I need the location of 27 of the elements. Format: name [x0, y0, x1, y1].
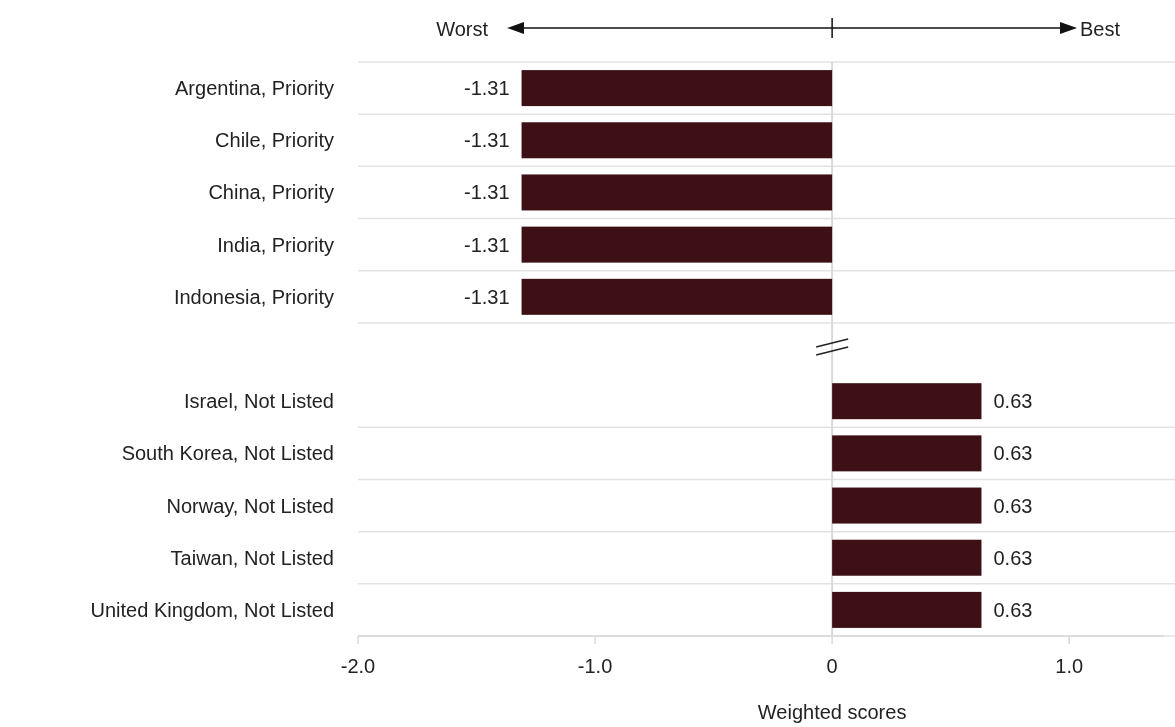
data-label: -1.31: [463, 129, 510, 152]
data-label: -1.31: [463, 233, 510, 256]
y-tick-label: United Kingdom, Not Listed: [90, 598, 334, 621]
x-tick-label: -2.0: [340, 655, 376, 677]
text: Worst: [436, 18, 489, 40]
data-label: -1.31: [463, 181, 510, 204]
data-label: 0.63: [993, 598, 1033, 621]
y-tick-label: Argentina, Priority: [175, 77, 334, 100]
y-tick-label: China, Priority: [208, 181, 334, 204]
y-tick-label: Israel, Not Listed: [183, 390, 334, 413]
x-axis-title: Weighted scores: [757, 701, 907, 723]
y-tick-label: Taiwan, Not Listed: [170, 546, 334, 569]
y-tick-label: South Korea, Not Listed: [121, 442, 334, 465]
data-label: 0.63: [993, 390, 1033, 413]
y-tick-label: Chile, Priority: [215, 129, 334, 152]
y-tick-label: India, Priority: [217, 233, 334, 256]
data-label: 0.63: [993, 442, 1033, 465]
data-label: 0.63: [993, 546, 1033, 569]
x-tick-label: 0: [826, 655, 838, 677]
y-tick-label: Norway, Not Listed: [166, 494, 334, 517]
data-label: 0.63: [993, 494, 1033, 517]
text: Best: [1080, 18, 1121, 40]
x-tick-label: 1.0: [1055, 655, 1084, 677]
data-label: -1.31: [463, 285, 510, 308]
x-tick-label: -1.0: [577, 655, 613, 677]
data-label: -1.31: [463, 77, 510, 100]
y-tick-label: Indonesia, Priority: [173, 285, 334, 308]
